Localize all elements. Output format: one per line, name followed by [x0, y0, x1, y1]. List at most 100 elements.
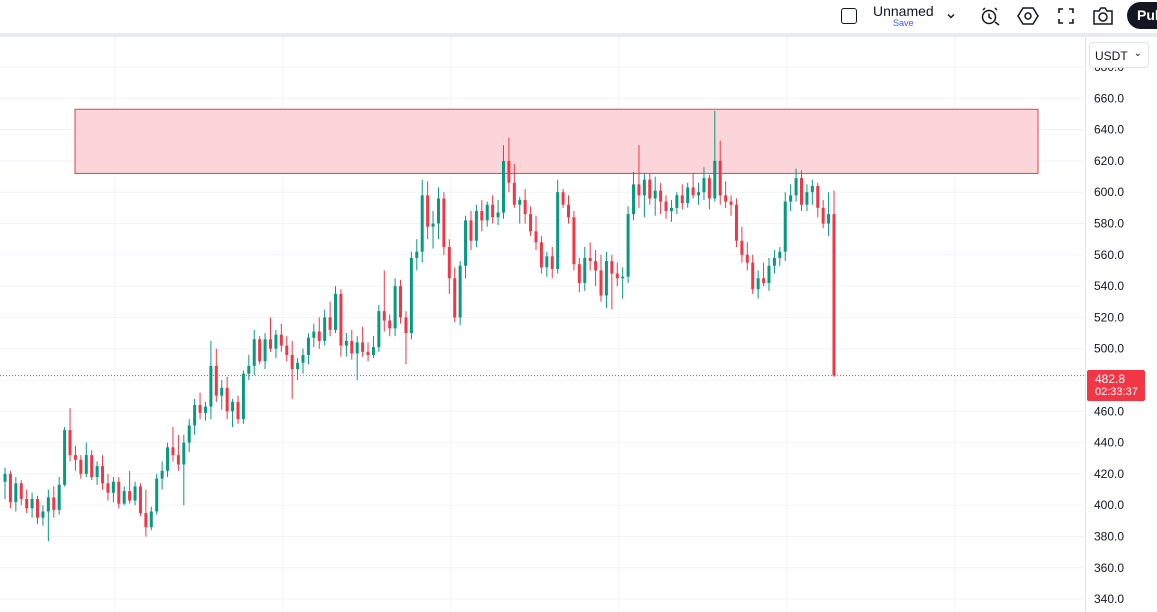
candle	[409, 251, 413, 340]
price-axis[interactable]: 680.0660.0640.0620.0600.0580.0560.0540.0…	[1094, 60, 1124, 606]
y-tick-label: 620.0	[1094, 154, 1124, 168]
candle-body	[567, 204, 571, 218]
last-price-value: 482.8	[1095, 372, 1126, 386]
candle	[149, 506, 153, 531]
candle	[350, 329, 354, 360]
candle-body	[572, 217, 576, 265]
candle	[128, 470, 132, 504]
candle-body	[236, 401, 240, 420]
candle	[138, 483, 142, 517]
candle	[19, 480, 23, 506]
candle	[290, 340, 294, 399]
price-chart[interactable]: 680.0660.0640.0620.0600.0580.0560.0540.0…	[0, 37, 1157, 612]
candle	[686, 182, 690, 208]
candle	[436, 187, 440, 240]
candle	[702, 167, 706, 201]
candle-body	[101, 466, 105, 484]
candle	[171, 426, 175, 462]
y-tick-label: 540.0	[1094, 279, 1124, 293]
candle-body	[138, 486, 142, 514]
square-icon[interactable]	[841, 8, 857, 24]
candle-body	[621, 276, 625, 279]
candle-body	[447, 246, 451, 279]
y-tick-label: 560.0	[1094, 248, 1124, 262]
candle	[328, 301, 332, 337]
camera-icon[interactable]	[1090, 4, 1116, 28]
candle	[160, 461, 164, 490]
candle-body	[111, 481, 115, 493]
candle-body	[686, 187, 690, 204]
candle-body	[14, 483, 18, 503]
candle	[756, 270, 760, 299]
currency-selector[interactable]: USDT ⌄	[1089, 42, 1149, 68]
candle	[312, 323, 316, 348]
candle-body	[626, 214, 630, 277]
candle	[301, 348, 305, 374]
candle	[187, 419, 191, 452]
candle-body	[458, 265, 462, 318]
candle-body	[610, 261, 614, 274]
candle	[615, 262, 619, 287]
alert-add-icon[interactable]	[977, 4, 1003, 28]
candle-body	[8, 473, 12, 503]
candle-body	[577, 264, 581, 283]
publish-button[interactable]: Pul	[1127, 2, 1157, 29]
resistance-zone[interactable]	[74, 108, 1039, 174]
candle-body	[323, 317, 327, 341]
save-label[interactable]: Save	[893, 18, 914, 28]
candle	[529, 206, 533, 237]
candle	[751, 254, 755, 294]
candle	[101, 455, 105, 490]
candle-body	[697, 192, 701, 196]
candle	[464, 215, 468, 279]
candle	[3, 467, 7, 499]
candle	[296, 358, 300, 380]
candle-body	[501, 160, 505, 213]
candle	[133, 481, 137, 506]
settings-hexagon-icon[interactable]	[1015, 4, 1041, 28]
candle-body	[474, 210, 478, 241]
candle-body	[442, 198, 446, 247]
candle	[518, 196, 522, 224]
candle-body	[436, 198, 440, 224]
candle-body	[268, 339, 272, 349]
candle-body	[144, 513, 148, 528]
candle	[827, 192, 831, 237]
candle	[252, 329, 256, 376]
candle-body	[799, 178, 803, 205]
candle	[236, 395, 240, 424]
candle-body	[225, 387, 229, 412]
candle	[420, 179, 424, 263]
candle	[659, 182, 663, 215]
candle-body	[350, 340, 354, 354]
layout-name[interactable]: Unnamed	[873, 3, 934, 19]
candle	[182, 434, 186, 506]
last-price-tag: 482.8 02:33:37	[1087, 370, 1145, 401]
candle	[25, 489, 29, 514]
candle-body	[84, 455, 88, 474]
candle-body	[334, 293, 338, 330]
resistance-zone-rect[interactable]	[74, 108, 1039, 174]
candle	[79, 455, 83, 479]
candle-body	[507, 160, 511, 183]
candle	[90, 450, 94, 481]
candle-body	[729, 201, 733, 205]
candle-body	[659, 190, 663, 202]
candle	[794, 168, 798, 202]
candle	[63, 426, 67, 487]
candle-body	[176, 455, 180, 465]
y-tick-label: 640.0	[1094, 123, 1124, 137]
candle	[453, 267, 457, 323]
candle	[220, 380, 224, 410]
candle	[274, 329, 278, 359]
candle-body	[160, 470, 164, 479]
y-tick-label: 400.0	[1094, 498, 1124, 512]
candle-body	[810, 185, 814, 193]
fullscreen-icon[interactable]	[1053, 4, 1079, 28]
candle	[111, 477, 115, 503]
chevron-down-icon[interactable]	[938, 4, 964, 28]
candle	[572, 210, 576, 271]
candle-body	[832, 214, 836, 376]
candle-body	[79, 459, 83, 474]
candle	[523, 189, 527, 224]
